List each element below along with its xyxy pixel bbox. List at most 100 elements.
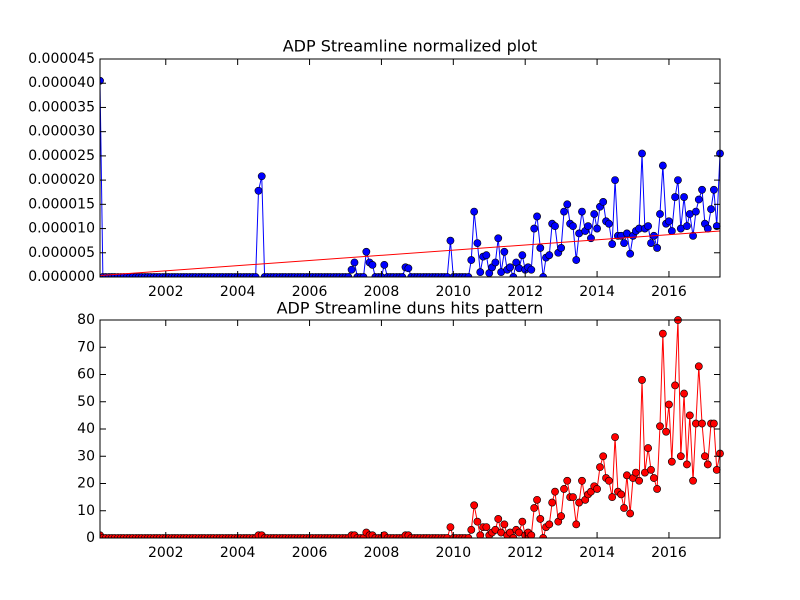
marker xyxy=(350,258,359,267)
marker xyxy=(694,195,703,204)
x-tick-label: 2004 xyxy=(220,284,256,300)
marker xyxy=(527,531,536,538)
marker xyxy=(446,523,455,531)
marker xyxy=(500,247,509,256)
marker xyxy=(611,433,619,442)
x-tick-label: 2010 xyxy=(435,545,471,561)
marker xyxy=(578,476,586,485)
marker xyxy=(536,244,545,252)
marker xyxy=(703,460,712,469)
line xyxy=(100,80,721,277)
marker xyxy=(578,207,586,216)
marker xyxy=(658,329,667,338)
chart-title: ADP Streamline duns hits pattern xyxy=(277,299,544,318)
y-tick-label: 0.000030 xyxy=(28,124,95,140)
marker xyxy=(707,205,715,214)
marker xyxy=(470,207,479,216)
y-tick-label: 0.000010 xyxy=(28,221,95,237)
y-tick-label: 30 xyxy=(77,448,95,464)
marker xyxy=(254,186,263,195)
marker xyxy=(560,207,568,216)
marker xyxy=(563,200,572,209)
marker xyxy=(608,240,617,248)
marker xyxy=(467,525,476,534)
marker xyxy=(446,236,455,245)
x-tick-label: 2008 xyxy=(364,284,400,300)
marker xyxy=(491,258,500,267)
marker xyxy=(676,452,685,461)
marker xyxy=(536,515,545,523)
marker xyxy=(647,239,655,247)
marker xyxy=(667,457,676,466)
marker xyxy=(347,265,356,274)
marker xyxy=(605,476,613,485)
marker xyxy=(443,534,452,538)
y-tick-label: 10 xyxy=(77,503,95,519)
marker xyxy=(698,185,706,194)
marker xyxy=(545,520,554,529)
y-tick-label: 50 xyxy=(77,394,95,410)
marker xyxy=(560,485,568,493)
marker xyxy=(644,444,653,452)
marker xyxy=(464,534,473,538)
y-tick-label: 0.000015 xyxy=(28,196,95,212)
marker xyxy=(473,239,482,247)
x-tick-label: 2012 xyxy=(507,545,543,561)
marker xyxy=(605,219,613,228)
marker xyxy=(685,411,694,420)
marker xyxy=(671,193,679,201)
marker xyxy=(533,495,541,504)
marker xyxy=(644,222,653,231)
x-tick-label: 2006 xyxy=(292,284,328,300)
marker xyxy=(572,520,581,529)
marker xyxy=(611,176,619,185)
marker xyxy=(476,531,485,538)
x-tick-label: 2014 xyxy=(579,284,615,300)
y-tick-label: 0 xyxy=(86,530,95,546)
marker xyxy=(584,222,592,231)
marker xyxy=(698,419,706,428)
marker xyxy=(626,249,635,258)
marker xyxy=(680,389,688,398)
marker xyxy=(617,490,626,499)
marker xyxy=(509,534,518,538)
marker xyxy=(476,268,485,277)
marker xyxy=(572,256,581,264)
marker xyxy=(590,210,599,218)
marker xyxy=(527,265,536,274)
marker xyxy=(470,501,479,510)
line xyxy=(100,230,721,277)
x-tick-label: 2016 xyxy=(651,545,687,561)
y-tick-label: 20 xyxy=(77,476,95,492)
marker xyxy=(671,381,679,390)
marker xyxy=(635,476,644,485)
y-tick-label: 0.000025 xyxy=(28,148,95,164)
marker xyxy=(689,476,697,485)
marker xyxy=(694,362,703,371)
marker xyxy=(533,212,541,221)
x-tick-label: 2004 xyxy=(220,545,256,561)
marker xyxy=(548,498,557,507)
marker xyxy=(653,244,662,252)
marker xyxy=(620,504,628,512)
y-tick-label: 40 xyxy=(77,421,95,437)
marker xyxy=(665,217,673,226)
marker xyxy=(563,476,572,485)
y-tick-label: 0.000045 xyxy=(28,51,95,67)
marker xyxy=(703,224,712,233)
marker xyxy=(518,251,527,260)
marker xyxy=(494,515,503,523)
x-tick-label: 2010 xyxy=(435,284,471,300)
y-tick-label: 80 xyxy=(77,312,95,328)
marker xyxy=(551,222,559,231)
marker xyxy=(709,185,718,194)
marker xyxy=(712,465,721,474)
marker xyxy=(494,234,503,243)
marker xyxy=(482,523,491,531)
axes-frame xyxy=(99,58,721,278)
marker xyxy=(667,227,676,235)
marker xyxy=(467,256,476,264)
marker xyxy=(557,512,566,521)
marker xyxy=(662,427,670,436)
